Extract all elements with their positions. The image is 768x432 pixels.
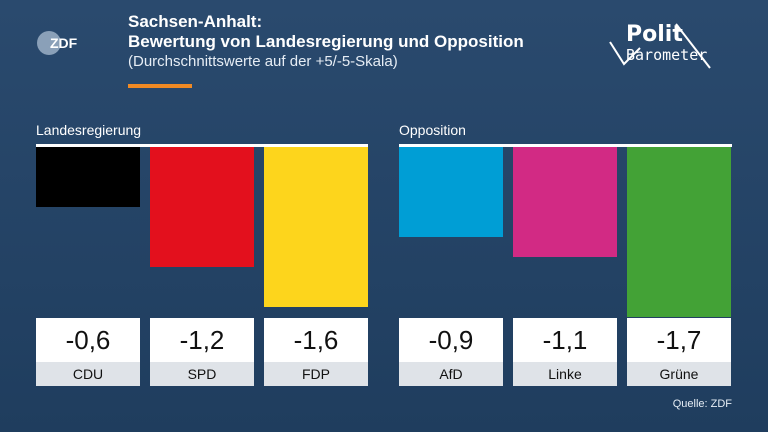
chart-header: Sachsen-Anhalt: Bewertung von Landesregi… [128,12,524,72]
group-label-opposition: Opposition [399,122,466,138]
bar-linke [513,147,617,257]
value-label-fdp: -1,6 [264,318,368,362]
category-label-spd: SPD [150,362,254,386]
value-label-afd: -0,9 [399,318,503,362]
chart-title-line1: Sachsen-Anhalt: [128,12,263,31]
bar-cdu [36,147,140,207]
barometer-text: Barometer [626,46,708,64]
bar-grne [627,147,731,317]
source-note: Quelle: ZDF [672,398,732,410]
zdf-logo: ZDF [37,31,78,55]
baseline-opposition [399,144,732,147]
bar-spd [150,147,254,267]
category-label-grne: Grüne [627,362,731,386]
baseline-landesregierung [36,144,368,147]
category-label-linke: Linke [513,362,617,386]
category-label-cdu: CDU [36,362,140,386]
bar-afd [399,147,503,237]
polit-text: Polit [626,22,683,47]
politbarometer-check-icon [609,23,711,69]
zdf-logo-text: ZDF [50,35,78,51]
value-label-spd: -1,2 [150,318,254,362]
value-label-grne: -1,7 [627,318,731,362]
value-label-cdu: -0,6 [36,318,140,362]
chart-subtitle: (Durchschnittswerte auf der +5/-5-Skala) [128,53,398,70]
value-label-linke: -1,1 [513,318,617,362]
group-label-landesregierung: Landesregierung [36,122,142,138]
politbarometer-logo: Polit Barometer [606,20,718,78]
accent-line [128,84,192,88]
chart-title-line2: Bewertung von Landesregierung und Opposi… [128,32,524,51]
category-label-fdp: FDP [264,362,368,386]
bar-fdp [264,147,368,307]
category-label-afd: AfD [399,362,503,386]
